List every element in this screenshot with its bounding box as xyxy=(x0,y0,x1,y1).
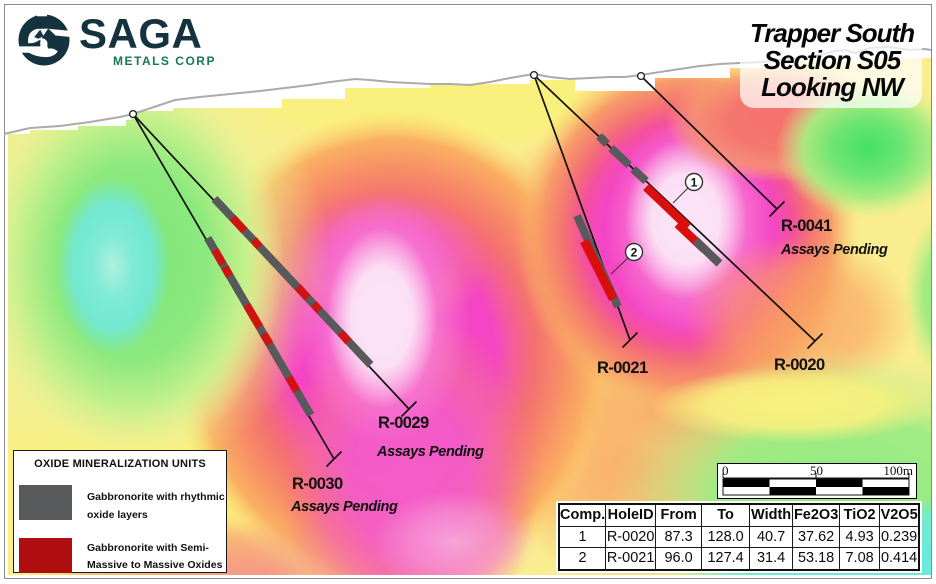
svg-text:2: 2 xyxy=(631,246,638,260)
svg-text:1: 1 xyxy=(691,176,698,190)
